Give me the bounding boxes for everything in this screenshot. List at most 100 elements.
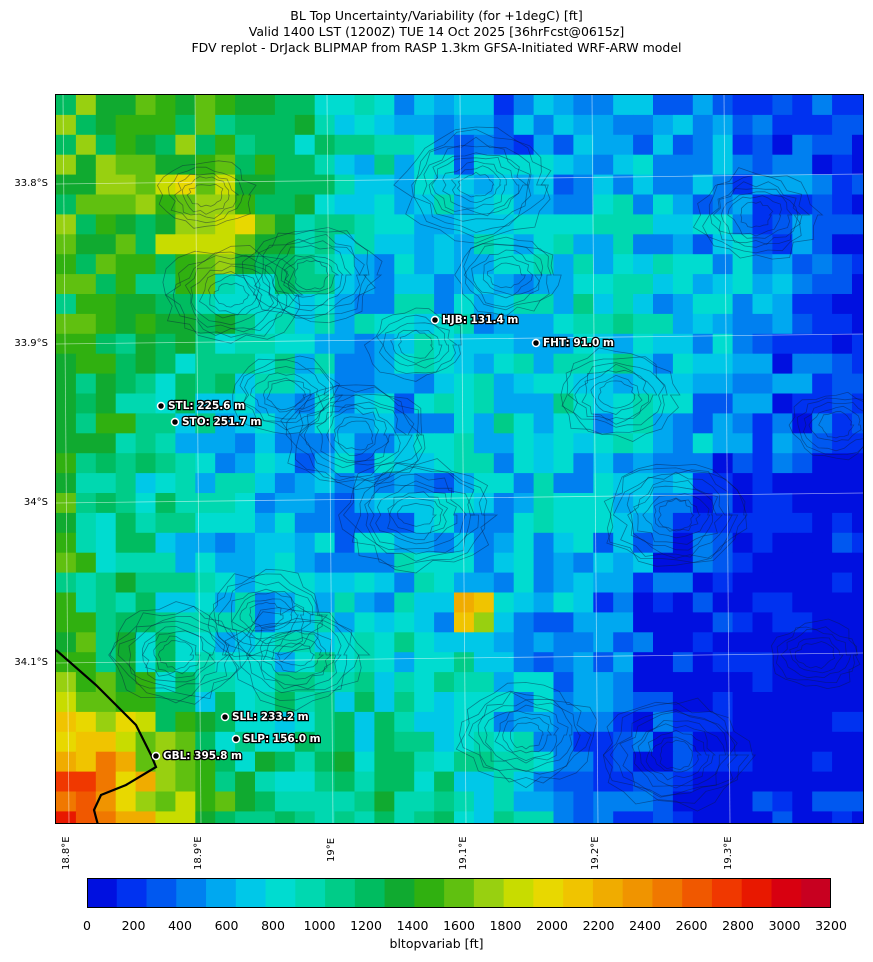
variability-field	[56, 95, 863, 823]
field-cell	[712, 711, 734, 733]
station-fht[interactable]: FHT: 91.0 m	[531, 336, 615, 350]
field-cell	[493, 652, 515, 673]
field-cell	[593, 811, 614, 823]
field-cell	[752, 373, 773, 395]
field-cell	[115, 612, 137, 633]
field-cell	[493, 811, 515, 823]
field-cell	[115, 692, 137, 713]
field-cell	[195, 114, 216, 136]
field-cell	[235, 413, 256, 434]
field-cell	[533, 154, 555, 176]
station-sto[interactable]: STO: 251.7 m	[170, 415, 263, 429]
field-cell	[374, 512, 395, 534]
field-cell	[633, 811, 654, 823]
field-cell	[712, 294, 734, 315]
field-cell	[155, 134, 176, 156]
field-cell	[772, 313, 793, 335]
station-stl[interactable]: STL: 225.6 m	[156, 399, 246, 413]
field-cell	[752, 453, 773, 474]
colorbar-segment	[711, 878, 743, 908]
field-cell	[792, 313, 813, 335]
field-cell	[553, 353, 574, 375]
field-cell	[653, 632, 674, 653]
field-cell	[832, 234, 853, 255]
field-cell	[414, 811, 435, 823]
field-cell	[473, 333, 495, 355]
field-cell	[613, 333, 634, 355]
field-cell	[95, 373, 117, 395]
field-cell	[255, 771, 276, 793]
field-cell	[394, 274, 415, 295]
field-cell	[513, 413, 535, 434]
field-cell	[195, 274, 216, 295]
colorbar-segment	[354, 878, 386, 908]
map-panel[interactable]: HJB: 131.4 m FHT: 91.0 m STL: 225.6 m STO: …	[55, 94, 864, 824]
field-cell	[593, 274, 614, 295]
field-cell	[593, 413, 614, 434]
field-cell	[334, 373, 356, 395]
field-cell	[95, 692, 117, 713]
station-gbl[interactable]: GBL: 395.8 m	[151, 749, 243, 763]
field-cell	[792, 453, 813, 474]
field-cell	[473, 154, 495, 176]
field-cell	[493, 134, 515, 156]
field-cell	[175, 632, 196, 653]
field-cell	[175, 572, 196, 594]
field-cell	[752, 313, 773, 335]
field-cell	[772, 632, 793, 653]
field-cell	[653, 214, 674, 235]
field-cell	[314, 552, 336, 574]
field-cell	[235, 811, 256, 823]
field-cell	[653, 353, 674, 375]
field-cell	[593, 791, 614, 812]
field-cell	[195, 194, 216, 215]
field-cell	[553, 473, 574, 494]
field-cell	[215, 234, 236, 255]
field-cell	[752, 194, 773, 215]
field-cell	[792, 791, 813, 812]
field-cell	[274, 612, 296, 633]
field-cell	[115, 493, 137, 514]
colorbar-tick-label: 400	[168, 918, 192, 933]
field-cell	[274, 512, 296, 534]
field-cell	[454, 711, 475, 733]
field-cell	[593, 234, 614, 255]
field-cell	[255, 313, 276, 335]
field-cell	[75, 493, 97, 514]
field-cell	[712, 552, 734, 574]
field-cell	[135, 512, 157, 534]
field-cell	[732, 194, 754, 215]
field-cell	[493, 214, 515, 235]
field-cell	[215, 692, 236, 713]
field-cell	[633, 274, 654, 295]
field-cell	[75, 672, 97, 693]
field-cell	[255, 95, 276, 116]
station-hjb[interactable]: HJB: 131.4 m	[430, 313, 520, 327]
field-cell	[294, 313, 316, 335]
field-cell	[752, 254, 773, 275]
field-cell	[613, 771, 634, 793]
field-cell	[115, 95, 137, 116]
field-cell	[374, 174, 395, 196]
field-cell	[195, 313, 216, 335]
field-cell	[155, 154, 176, 176]
field-cell	[394, 313, 415, 335]
field-cell	[414, 652, 435, 673]
field-cell	[493, 333, 515, 355]
field-cell	[852, 393, 863, 414]
field-cell	[712, 174, 734, 196]
field-cell	[852, 791, 863, 812]
station-slp[interactable]: SLP: 156.0 m	[231, 732, 322, 746]
colorbar-tick-label: 2400	[629, 918, 661, 933]
field-cell	[195, 612, 216, 633]
field-cell	[493, 731, 515, 753]
field-cell	[135, 134, 157, 156]
field-cell	[772, 333, 793, 355]
meridian-line	[591, 95, 599, 823]
station-sll[interactable]: SLL: 233.2 m	[220, 710, 310, 724]
field-cell	[832, 453, 853, 474]
field-cell	[155, 532, 176, 554]
field-cell	[454, 552, 475, 574]
field-cell	[732, 672, 754, 693]
field-cell	[653, 234, 674, 255]
